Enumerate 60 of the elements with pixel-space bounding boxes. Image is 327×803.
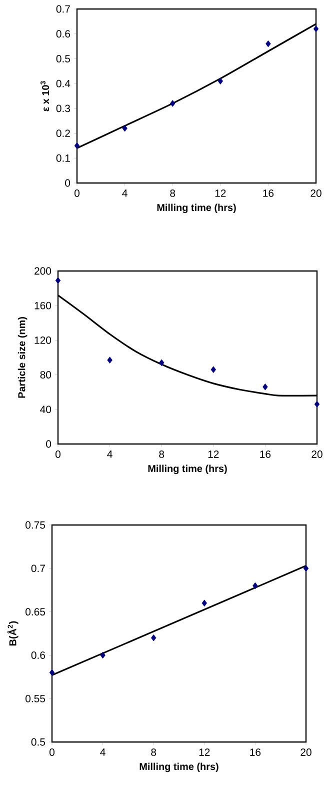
y-tick-label: 0.6 — [56, 30, 70, 38]
x-tick-label: 20 — [312, 450, 322, 458]
x-tick-label: 16 — [263, 190, 274, 197]
x-axis-title: Milling time (hrs) — [148, 464, 227, 474]
x-tick-label: 4 — [107, 450, 112, 458]
y-tick-label: 0.4 — [56, 80, 70, 88]
point — [252, 582, 258, 590]
point — [218, 78, 223, 84]
y-tick-label: 0.7 — [56, 5, 70, 13]
y-axis-title: Particle size (nm) — [18, 317, 28, 398]
x-tick-label: 8 — [151, 748, 156, 756]
x-tick-label: 20 — [310, 190, 322, 197]
x-tick-label: 20 — [300, 748, 312, 756]
y-tick-label: 0.5 — [56, 55, 70, 62]
y-tick-label: 0.6 — [31, 652, 46, 659]
point — [49, 669, 55, 676]
y-tick-label: 0.75 — [26, 521, 46, 529]
x-tick-label: 12 — [215, 190, 226, 197]
point — [55, 277, 61, 284]
x-tick-label: 16 — [260, 450, 271, 458]
point — [303, 564, 309, 572]
point — [151, 634, 156, 642]
y-tick-label: 0 — [46, 440, 52, 448]
y-tick-label: 0.5 — [31, 738, 46, 746]
point — [262, 384, 268, 390]
x-tick-label: 0 — [74, 190, 80, 197]
point — [107, 356, 112, 364]
point — [314, 400, 320, 408]
y-tick-label: 0 — [65, 179, 70, 187]
x-tick-label: 8 — [159, 450, 164, 458]
y-tick-label: 120 — [34, 336, 52, 344]
x-tick-label: 16 — [250, 748, 261, 756]
y-tick-label: 0.1 — [56, 154, 70, 162]
y-tick-label: 0.55 — [26, 694, 46, 702]
x-tick-label: 12 — [199, 748, 210, 756]
x-axis-title: Milling time (hrs) — [157, 204, 236, 214]
point — [313, 25, 319, 32]
x-tick-label: 12 — [208, 450, 219, 458]
y-tick-label: 80 — [40, 371, 52, 378]
y-tick-label: 0.3 — [56, 104, 70, 112]
x-tick-label: 8 — [170, 190, 176, 197]
point — [122, 124, 128, 132]
point — [202, 600, 207, 607]
y-axis-title: ε x 10$^{3}$ — [40, 81, 50, 112]
x-tick-label: 4 — [122, 190, 128, 197]
point — [170, 100, 176, 107]
y-tick-label: 40 — [40, 406, 52, 414]
point — [266, 40, 271, 48]
x-axis-title: Milling time (hrs) — [140, 762, 218, 772]
y-tick-label: 200 — [34, 267, 52, 275]
y-tick-label: 0.65 — [26, 608, 46, 616]
y-tick-label: 160 — [34, 302, 52, 310]
y-tick-label: 0.7 — [31, 564, 45, 572]
y-axis-title: B(Å$^{2}$) — [7, 621, 18, 646]
point — [100, 652, 106, 659]
point — [74, 142, 80, 150]
point — [159, 359, 164, 366]
point — [210, 366, 216, 373]
x-tick-label: 4 — [100, 748, 106, 756]
y-tick-label: 0.2 — [56, 130, 70, 137]
